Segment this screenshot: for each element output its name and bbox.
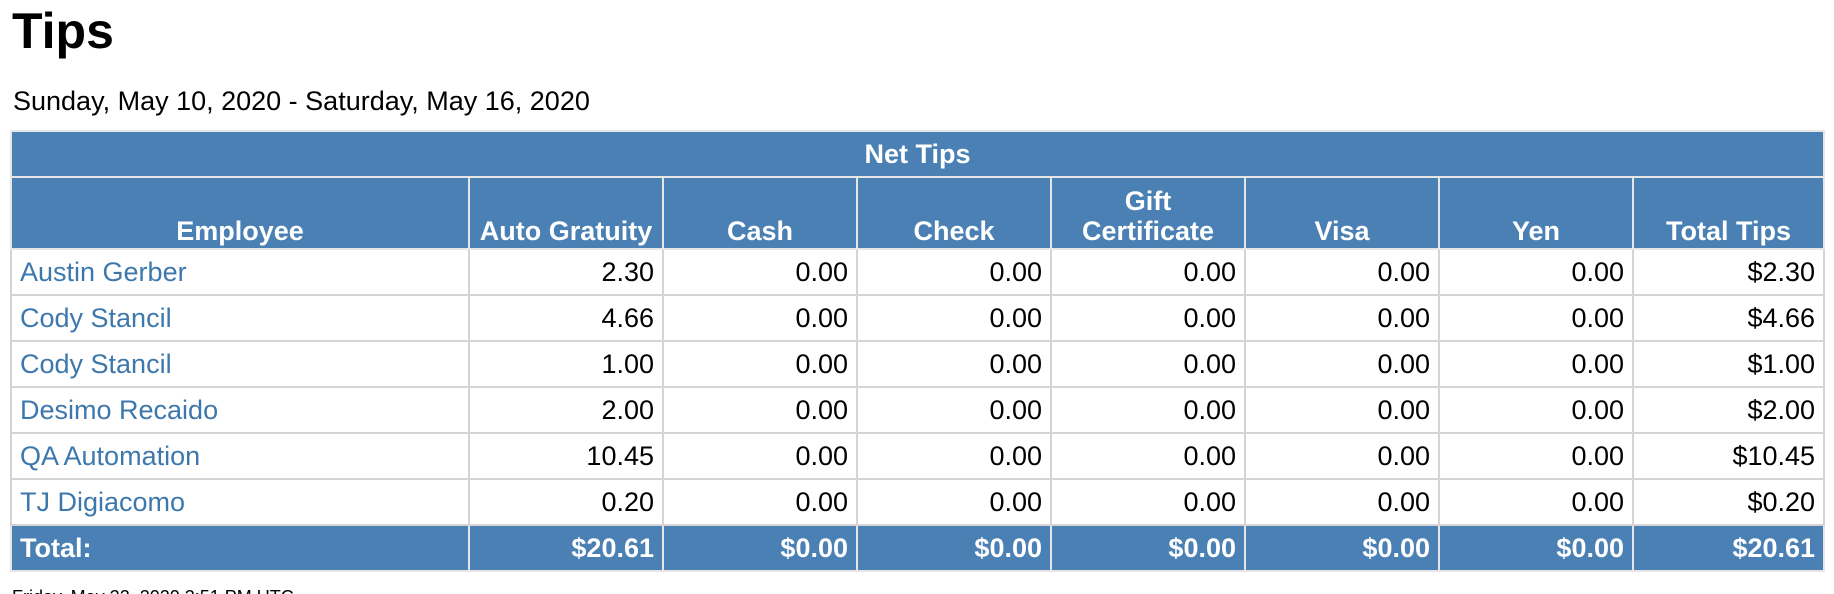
yen-cell: 0.00 [1438, 340, 1634, 388]
col-auto-gratuity: Auto Gratuity [468, 176, 664, 250]
employee-link[interactable]: Cody Stancil [10, 340, 470, 388]
column-headers: Employee Auto Gratuity Cash Check Gift C… [10, 176, 1826, 250]
yen-cell: 0.00 [1438, 248, 1634, 296]
visa-cell: 0.00 [1244, 432, 1440, 480]
table-row: Cody Stancil 4.66 0.00 0.00 0.00 0.00 0.… [10, 294, 1826, 342]
check-cell: 0.00 [856, 294, 1052, 342]
visa-cell: 0.00 [1244, 478, 1440, 526]
gift-certificate-cell: 0.00 [1050, 340, 1246, 388]
total-tips-cell: $0.20 [1631, 478, 1826, 526]
yen-cell: 0.00 [1438, 386, 1634, 434]
gift-certificate-cell: 0.00 [1050, 248, 1246, 296]
total-auto-gratuity: $20.61 [468, 524, 664, 572]
total-gift-certificate: $0.00 [1050, 524, 1246, 572]
auto-gratuity-cell: 4.66 [468, 294, 664, 342]
gift-certificate-cell: 0.00 [1050, 432, 1246, 480]
total-tips-cell: $1.00 [1631, 340, 1826, 388]
auto-gratuity-cell: 2.00 [468, 386, 664, 434]
check-cell: 0.00 [856, 432, 1052, 480]
total-tips-cell: $4.66 [1631, 294, 1826, 342]
gift-certificate-cell: 0.00 [1050, 294, 1246, 342]
check-cell: 0.00 [856, 478, 1052, 526]
visa-cell: 0.00 [1244, 248, 1440, 296]
date-range: Sunday, May 10, 2020 - Saturday, May 16,… [13, 86, 590, 116]
col-total-tips: Total Tips [1631, 176, 1826, 250]
total-tips-cell: $2.00 [1631, 386, 1826, 434]
col-cash: Cash [662, 176, 858, 250]
total-visa: $0.00 [1244, 524, 1440, 572]
cash-cell: 0.00 [662, 478, 858, 526]
cash-cell: 0.00 [662, 432, 858, 480]
cash-cell: 0.00 [662, 248, 858, 296]
visa-cell: 0.00 [1244, 340, 1440, 388]
table-row: QA Automation 10.45 0.00 0.00 0.00 0.00 … [10, 432, 1826, 480]
cash-cell: 0.00 [662, 386, 858, 434]
net-tips-group-header: Net Tips [9, 130, 1826, 178]
check-cell: 0.00 [856, 340, 1052, 388]
visa-cell: 0.00 [1244, 294, 1440, 342]
total-tips-cell: $2.30 [1631, 248, 1826, 296]
col-employee: Employee [10, 176, 470, 250]
col-yen: Yen [1438, 176, 1634, 250]
col-gift-certificate: Gift Certificate [1050, 176, 1246, 250]
check-cell: 0.00 [856, 248, 1052, 296]
generated-timestamp: Friday, May 22, 2020 3:51 PM UTC [12, 586, 294, 594]
employee-link[interactable]: Desimo Recaido [10, 386, 470, 434]
totals-row: Total: $20.61 $0.00 $0.00 $0.00 $0.00 $0… [10, 524, 1826, 572]
yen-cell: 0.00 [1438, 478, 1634, 526]
gift-certificate-cell: 0.00 [1050, 386, 1246, 434]
check-cell: 0.00 [856, 386, 1052, 434]
total-tips-cell: $10.45 [1631, 432, 1826, 480]
visa-cell: 0.00 [1244, 386, 1440, 434]
table-row: Austin Gerber 2.30 0.00 0.00 0.00 0.00 0… [10, 248, 1826, 296]
tips-table: Net Tips Employee Auto Gratuity Cash Che… [9, 130, 1826, 572]
auto-gratuity-cell: 10.45 [468, 432, 664, 480]
cash-cell: 0.00 [662, 340, 858, 388]
employee-link[interactable]: QA Automation [10, 432, 470, 480]
employee-link[interactable]: TJ Digiacomo [10, 478, 470, 526]
auto-gratuity-cell: 2.30 [468, 248, 664, 296]
employee-link[interactable]: Austin Gerber [10, 248, 470, 296]
total-cash: $0.00 [662, 524, 858, 572]
total-check: $0.00 [856, 524, 1052, 572]
total-total-tips: $20.61 [1631, 524, 1826, 572]
page-title: Tips [12, 3, 114, 59]
table-row: Desimo Recaido 2.00 0.00 0.00 0.00 0.00 … [10, 386, 1826, 434]
yen-cell: 0.00 [1438, 294, 1634, 342]
table-row: Cody Stancil 1.00 0.00 0.00 0.00 0.00 0.… [10, 340, 1826, 388]
yen-cell: 0.00 [1438, 432, 1634, 480]
col-visa: Visa [1244, 176, 1440, 250]
employee-link[interactable]: Cody Stancil [10, 294, 470, 342]
table-row: TJ Digiacomo 0.20 0.00 0.00 0.00 0.00 0.… [10, 478, 1826, 526]
totals-label: Total: [10, 524, 470, 572]
auto-gratuity-cell: 0.20 [468, 478, 664, 526]
total-yen: $0.00 [1438, 524, 1634, 572]
auto-gratuity-cell: 1.00 [468, 340, 664, 388]
cash-cell: 0.00 [662, 294, 858, 342]
gift-certificate-cell: 0.00 [1050, 478, 1246, 526]
col-check: Check [856, 176, 1052, 250]
